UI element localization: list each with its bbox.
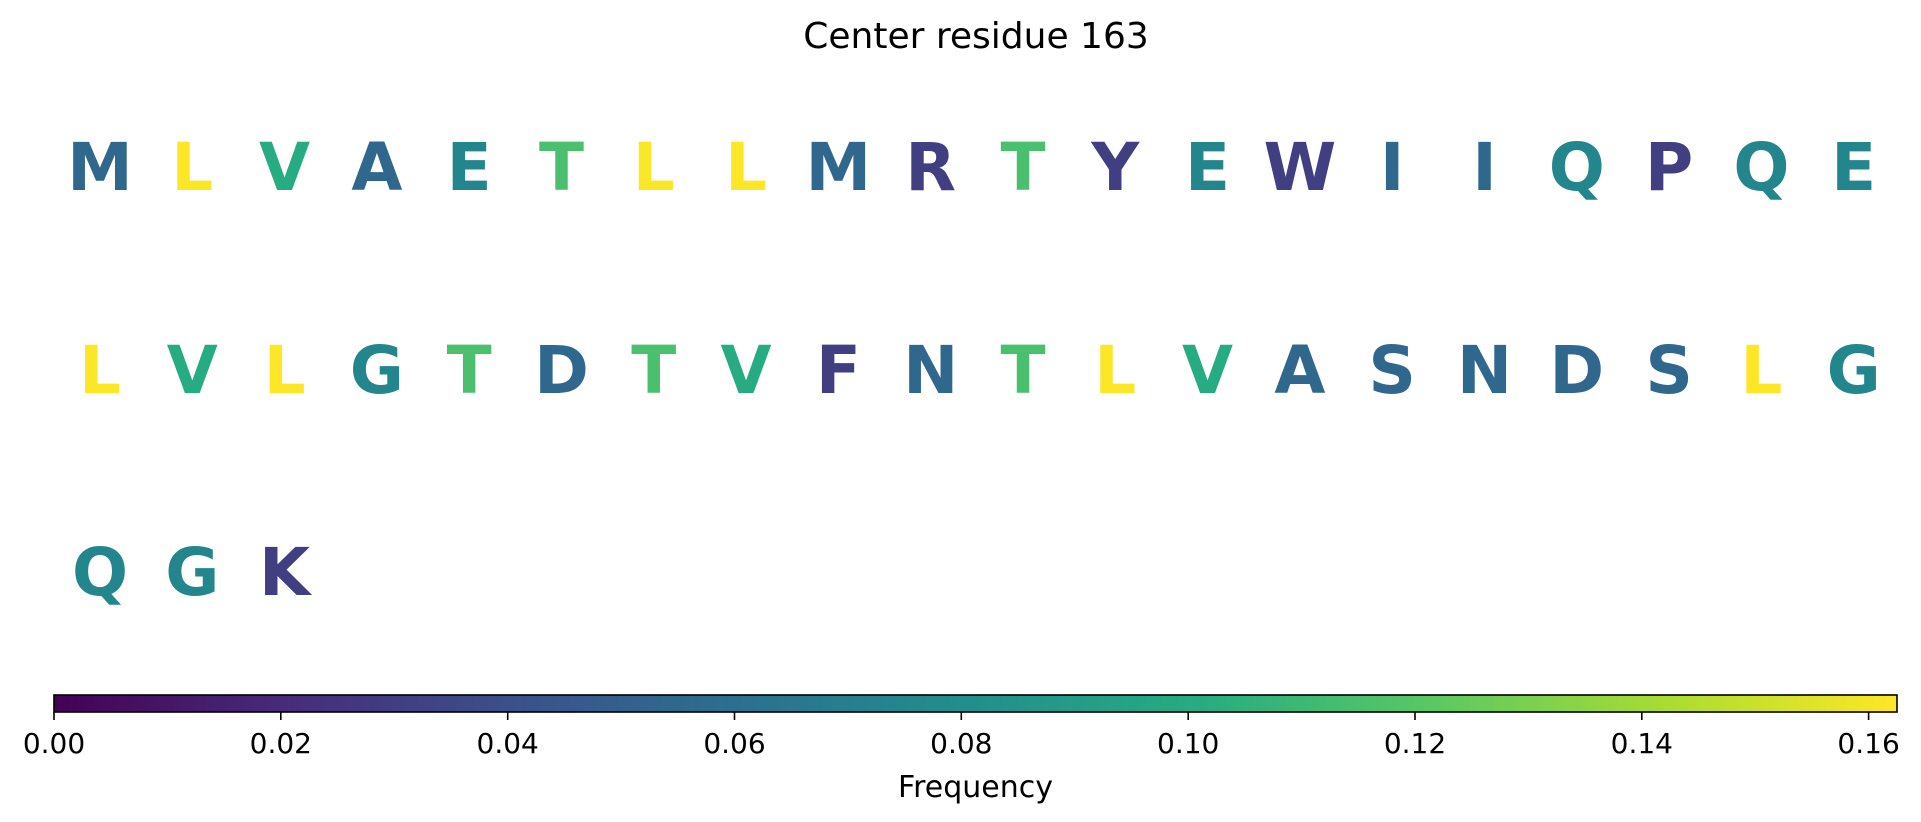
residue-letter: D — [1549, 332, 1604, 409]
residue-letter: Q — [1733, 129, 1789, 206]
colorbar-tick-label: 0.10 — [1157, 727, 1219, 760]
colorbar-tick-label: 0.02 — [250, 727, 312, 760]
residue-letter: T — [631, 332, 676, 409]
residue-letter: Q — [1549, 129, 1605, 206]
residue-letter: N — [903, 332, 958, 409]
colorbar-gradient — [53, 694, 1898, 713]
residue-letter: G — [165, 534, 219, 611]
colorbar-label: Frequency — [898, 770, 1053, 805]
residue-letter: V — [167, 332, 218, 409]
residue-letter: F — [816, 332, 861, 409]
colorbar-ticks: 0.00 0.02 0.04 0.06 0.08 0.10 0.12 0.14 0.16 — [23, 712, 1900, 760]
residue-letter: I — [1472, 129, 1497, 206]
residue-letter: A — [351, 129, 402, 206]
residue-letter: V — [259, 129, 310, 206]
colorbar-tick-label: 0.08 — [930, 727, 992, 760]
residue-letter: E — [1831, 129, 1876, 206]
residue-letter: S — [1645, 332, 1693, 409]
colorbar-tick-label: 0.12 — [1384, 727, 1446, 760]
colorbar: 0.00 0.02 0.04 0.06 0.08 0.10 0.12 0.14 0.16 Fre… — [23, 694, 1900, 805]
residue-letter: K — [259, 534, 313, 611]
residue-letter: A — [1274, 332, 1325, 409]
residue-letter: T — [447, 332, 492, 409]
residue-letter: V — [721, 332, 772, 409]
residue-letter: D — [534, 332, 589, 409]
colorbar-tick-label: 0.06 — [703, 727, 765, 760]
residue-letter: M — [806, 129, 872, 206]
residue-letter: I — [1380, 129, 1405, 206]
residue-letter: L — [1740, 332, 1782, 409]
residue-letter: G — [1827, 332, 1881, 409]
colorbar-tick-label: 0.04 — [477, 727, 539, 760]
colorbar-tick-label: 0.16 — [1837, 727, 1899, 760]
residue-letter: L — [171, 129, 213, 206]
residue-letter: Q — [72, 534, 128, 611]
residue-letter: E — [447, 129, 492, 206]
residue-letter: Y — [1090, 129, 1140, 206]
residue-letters: M L V A E T L L M R T Y E W I I Q P Q EL V L G T D T V F N T L V A S N D S L G… — [67, 129, 1881, 611]
residue-letter: L — [1094, 332, 1136, 409]
colorbar-tick-label: 0.00 — [23, 727, 85, 760]
chart-title: Center residue 163 — [803, 16, 1149, 57]
residue-letter: R — [905, 129, 956, 206]
residue-letter: T — [539, 129, 584, 206]
residue-letter: N — [1457, 332, 1512, 409]
residue-letter: S — [1368, 332, 1416, 409]
residue-letter: M — [67, 129, 133, 206]
colorbar-tick-label: 0.14 — [1611, 727, 1673, 760]
residue-letter: T — [1000, 129, 1045, 206]
residue-letter: L — [633, 129, 675, 206]
residue-letter: V — [1182, 332, 1233, 409]
residue-letter: G — [350, 332, 404, 409]
residue-letter: L — [79, 332, 121, 409]
residue-letter: T — [1000, 332, 1045, 409]
residue-letter: P — [1645, 129, 1693, 206]
residue-letter: W — [1263, 129, 1336, 206]
residue-letter: L — [725, 129, 767, 206]
residue-letter: L — [264, 332, 306, 409]
residue-letter: E — [1185, 129, 1230, 206]
